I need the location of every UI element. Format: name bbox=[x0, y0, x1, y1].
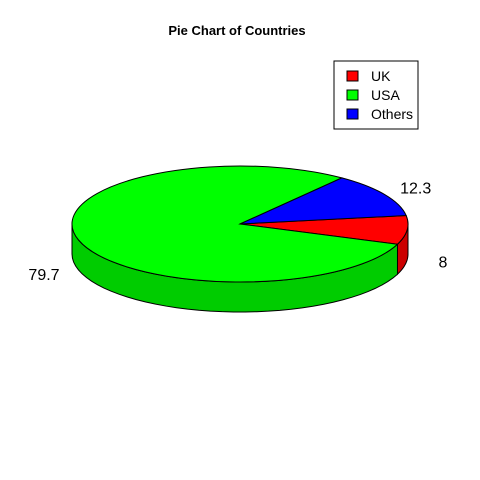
legend-swatch-others bbox=[346, 108, 359, 120]
legend-swatch-usa bbox=[346, 89, 359, 101]
legend: UK USA Others bbox=[333, 60, 419, 130]
pie-label-others: 12.3 bbox=[400, 180, 431, 197]
legend-label-usa: USA bbox=[371, 87, 400, 103]
legend-label-others: Others bbox=[371, 106, 413, 122]
pie-slice-others bbox=[239, 177, 407, 225]
pie-label-uk: 8 bbox=[438, 255, 447, 272]
legend-swatch-uk bbox=[346, 70, 359, 82]
legend-label-uk: UK bbox=[371, 68, 391, 84]
pie-tops bbox=[71, 165, 409, 283]
chart-title: Pie Chart of Countries bbox=[168, 23, 305, 38]
pie-label-usa: 79.7 bbox=[28, 267, 59, 284]
pie-labels: 8 79.7 12.3 bbox=[28, 180, 447, 284]
legend-items: UK USA Others bbox=[346, 68, 413, 122]
pie-slice-usa bbox=[71, 165, 399, 283]
